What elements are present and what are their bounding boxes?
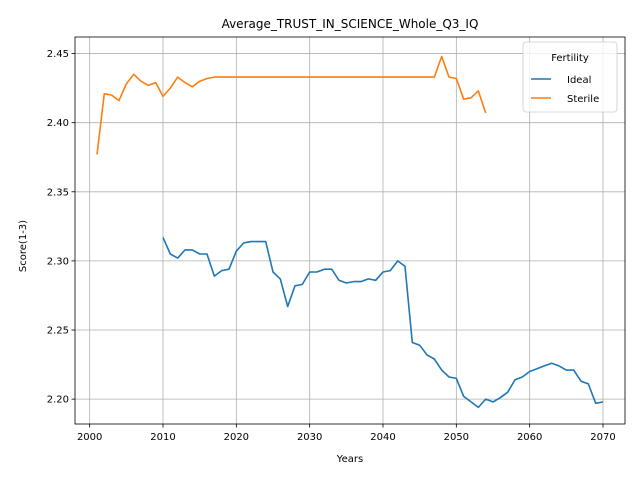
x-tick-label: 2040 <box>370 432 395 443</box>
series-line-sterile <box>96 55 487 155</box>
y-tick-label: 2.20 <box>47 395 69 406</box>
series-line-ideal <box>162 237 604 409</box>
axis-ticks: 2000 2010 2020 2030 2040 2050 2060 2070 2.20 2.25… <box>47 49 616 443</box>
legend-title: Fertility <box>551 53 589 64</box>
x-tick-label: 2070 <box>590 432 615 443</box>
legend: Fertility Ideal Sterile <box>522 41 618 113</box>
legend-label-sterile: Sterile <box>567 94 599 105</box>
x-tick-label: 2000 <box>77 432 102 443</box>
x-tick-label: 2010 <box>150 432 175 443</box>
y-axis-title: Score(1-3) <box>18 220 29 272</box>
plot-frame <box>74 36 626 425</box>
y-tick-label: 2.45 <box>47 49 69 60</box>
x-tick-label: 2020 <box>224 432 249 443</box>
y-tick-label: 2.35 <box>47 187 69 198</box>
chart-title: Average_TRUST_IN_SCIENCE_Whole_Q3_IQ <box>222 17 479 31</box>
y-tick-label: 2.25 <box>47 326 69 337</box>
series-lines <box>96 55 604 409</box>
x-tick-label: 2030 <box>297 432 322 443</box>
x-tick-label: 2060 <box>517 432 542 443</box>
x-tick-label: 2050 <box>444 432 469 443</box>
x-axis-title: Years <box>336 454 363 465</box>
legend-label-ideal: Ideal <box>567 75 591 86</box>
y-tick-label: 2.30 <box>47 256 69 267</box>
y-tick-label: 2.40 <box>47 118 69 129</box>
legend-frame <box>522 41 618 113</box>
